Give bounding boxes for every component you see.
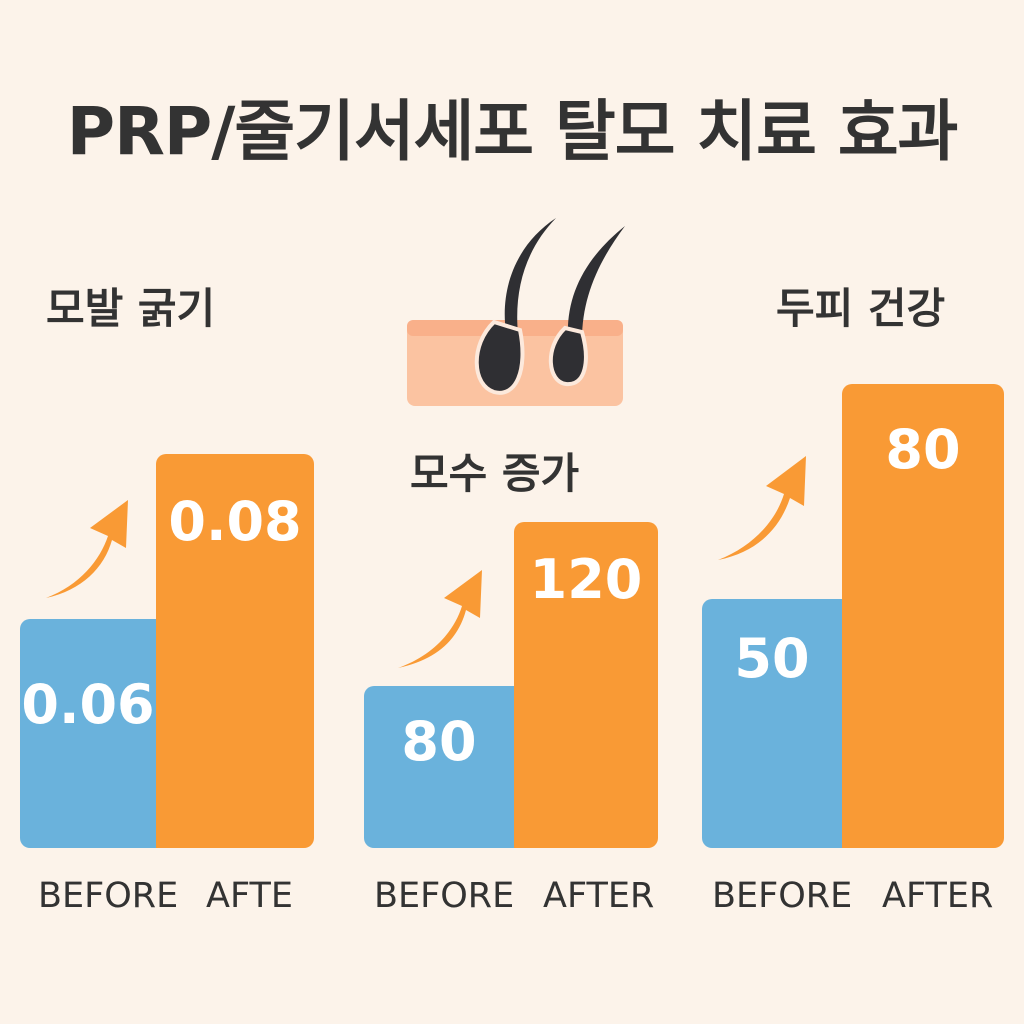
chart-3-xlabel-after: AFTER bbox=[882, 876, 994, 916]
chart-2-xlabel-before: BEFORE bbox=[374, 876, 515, 916]
skin-top-line bbox=[407, 320, 623, 336]
chart-1-value-after: 0.08 bbox=[168, 490, 302, 553]
chart-3-xlabel-before: BEFORE bbox=[712, 876, 853, 916]
skin-layer bbox=[407, 320, 623, 406]
chart-2-value-after: 120 bbox=[529, 548, 643, 611]
chart-3-value-after: 80 bbox=[885, 418, 961, 481]
chart-1-bar-before: 0.06 bbox=[20, 619, 156, 848]
chart-1-xlabel-after: AFTE bbox=[206, 876, 293, 916]
chart-2-bar-after: 120 bbox=[514, 522, 658, 848]
chart-3-title: 두피 건강 bbox=[776, 284, 946, 333]
chart-3-value-before: 50 bbox=[734, 627, 810, 690]
chart-2-xlabel-after: AFTER bbox=[543, 876, 655, 916]
hair-strand-left bbox=[504, 218, 556, 334]
chart-2-title: 모수 증가 bbox=[410, 449, 580, 498]
chart-2-value-before: 80 bbox=[401, 710, 477, 773]
hair-bulb-right bbox=[548, 325, 588, 387]
chart-2-bar-before: 80 bbox=[364, 686, 514, 848]
chart-1-title: 모발 굵기 bbox=[46, 284, 216, 333]
chart-1-value-before: 0.06 bbox=[21, 673, 155, 736]
up-right-arrow-icon bbox=[46, 500, 128, 598]
chart-1-xlabel-before: BEFORE bbox=[38, 876, 179, 916]
chart-3-bar-after: 80 bbox=[842, 384, 1004, 848]
hair-strand-right bbox=[567, 226, 625, 340]
up-right-arrow-icon bbox=[398, 570, 482, 668]
hair-bulb-left bbox=[474, 319, 525, 395]
page-title: PRP/줄기서세포 탈모 치료 효과 bbox=[66, 93, 959, 170]
up-right-arrow-icon bbox=[718, 456, 806, 560]
chart-1-bar-after: 0.08 bbox=[156, 454, 314, 848]
chart-3-bar-before: 50 bbox=[702, 599, 842, 848]
